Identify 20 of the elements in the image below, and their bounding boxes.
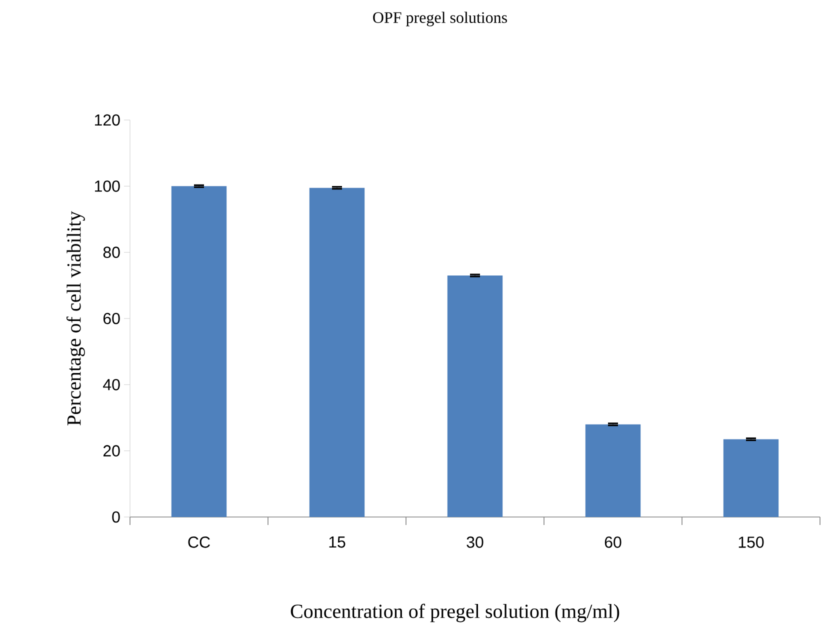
y-tick-label: 60 (103, 312, 120, 324)
y-tick-label: 80 (103, 246, 120, 258)
x-tick-label: 60 (604, 536, 622, 548)
x-tick-label: CC (188, 536, 210, 548)
y-axis-title: Percentage of cell viability (66, 211, 85, 426)
bar (171, 186, 227, 517)
bar (309, 188, 365, 517)
y-tick-label: 0 (112, 511, 120, 523)
y-tick-label: 100 (94, 180, 120, 192)
bar (723, 439, 779, 517)
bar (585, 424, 641, 517)
y-tick-label: 120 (94, 114, 120, 126)
x-tick-label: 150 (738, 536, 764, 548)
x-axis-title: Concentration of pregel solution (mg/ml) (290, 604, 620, 622)
bar (447, 275, 503, 517)
chart-title: OPF pregel solutions (373, 12, 507, 26)
y-tick-label: 20 (103, 445, 120, 456)
x-tick-label: 30 (466, 536, 484, 548)
y-tick-label: 40 (103, 379, 120, 390)
x-tick-label: 15 (329, 536, 346, 548)
